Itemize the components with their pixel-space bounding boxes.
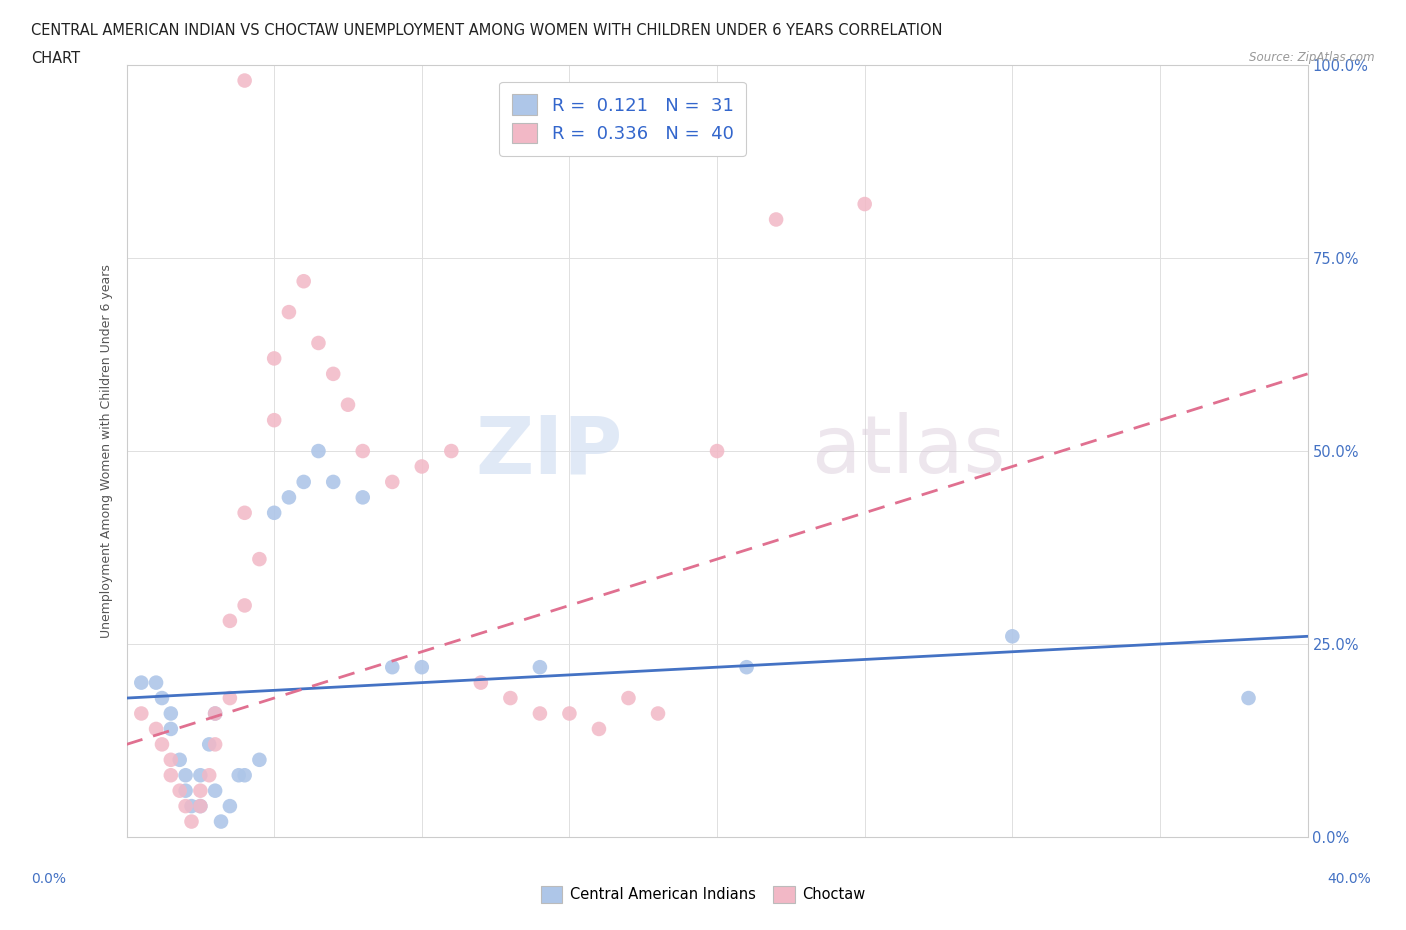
Text: 40.0%: 40.0%	[1327, 871, 1371, 886]
Point	[160, 706, 183, 721]
Text: ZIP: ZIP	[475, 412, 623, 490]
Point	[188, 799, 211, 814]
Point	[278, 305, 301, 320]
Text: CENTRAL AMERICAN INDIAN VS CHOCTAW UNEMPLOYMENT AMONG WOMEN WITH CHILDREN UNDER : CENTRAL AMERICAN INDIAN VS CHOCTAW UNEMP…	[31, 23, 942, 38]
Point	[160, 768, 183, 783]
Point	[218, 614, 242, 629]
Point	[204, 706, 226, 721]
Point	[411, 659, 433, 674]
Point	[198, 768, 221, 783]
Point	[440, 444, 463, 458]
Point	[174, 783, 197, 798]
Text: atlas: atlas	[811, 412, 1005, 490]
Y-axis label: Unemployment Among Women with Children Under 6 years: Unemployment Among Women with Children U…	[100, 264, 114, 638]
Point	[411, 459, 433, 474]
Point	[706, 444, 728, 458]
Point	[588, 722, 610, 737]
Point	[647, 706, 669, 721]
Point	[188, 783, 211, 798]
Point	[292, 273, 315, 288]
Point	[204, 706, 226, 721]
Point	[204, 737, 226, 751]
Point	[1237, 691, 1260, 706]
Point	[233, 73, 256, 88]
Point	[735, 659, 758, 674]
Point	[499, 691, 522, 706]
Point	[337, 397, 360, 412]
Point	[204, 783, 226, 798]
Point	[278, 490, 301, 505]
Point	[307, 336, 329, 351]
Point	[263, 351, 285, 365]
Point	[169, 752, 191, 767]
Point	[160, 752, 183, 767]
Point	[529, 706, 551, 721]
Point	[765, 212, 787, 227]
Legend: R =  0.121   N =  31, R =  0.336   N =  40: R = 0.121 N = 31, R = 0.336 N = 40	[499, 82, 747, 156]
Point	[247, 551, 270, 566]
Legend: Central American Indians, Choctaw: Central American Indians, Choctaw	[534, 881, 872, 909]
Point	[1001, 629, 1024, 644]
Point	[233, 768, 256, 783]
Text: CHART: CHART	[31, 51, 80, 66]
Point	[853, 196, 876, 211]
Point	[150, 737, 173, 751]
Point	[145, 722, 167, 737]
Point	[129, 675, 153, 690]
Point	[218, 799, 242, 814]
Point	[529, 659, 551, 674]
Point	[381, 474, 404, 489]
Point	[188, 799, 211, 814]
Point	[180, 799, 202, 814]
Point	[145, 675, 167, 690]
Point	[209, 814, 232, 829]
Point	[129, 706, 153, 721]
Point	[263, 505, 285, 520]
Point	[263, 413, 285, 428]
Point	[352, 444, 374, 458]
Point	[558, 706, 581, 721]
Point	[174, 799, 197, 814]
Point	[180, 814, 202, 829]
Text: Source: ZipAtlas.com: Source: ZipAtlas.com	[1250, 51, 1375, 64]
Point	[174, 768, 197, 783]
Point	[233, 505, 256, 520]
Point	[188, 768, 211, 783]
Point	[233, 598, 256, 613]
Point	[352, 490, 374, 505]
Point	[150, 691, 173, 706]
Point	[307, 444, 329, 458]
Point	[228, 768, 250, 783]
Point	[617, 691, 640, 706]
Point	[381, 659, 404, 674]
Point	[247, 752, 270, 767]
Point	[198, 737, 221, 751]
Point	[160, 722, 183, 737]
Text: 0.0%: 0.0%	[31, 871, 66, 886]
Point	[218, 691, 242, 706]
Point	[292, 474, 315, 489]
Point	[169, 783, 191, 798]
Point	[322, 366, 344, 381]
Point	[470, 675, 492, 690]
Point	[322, 474, 344, 489]
